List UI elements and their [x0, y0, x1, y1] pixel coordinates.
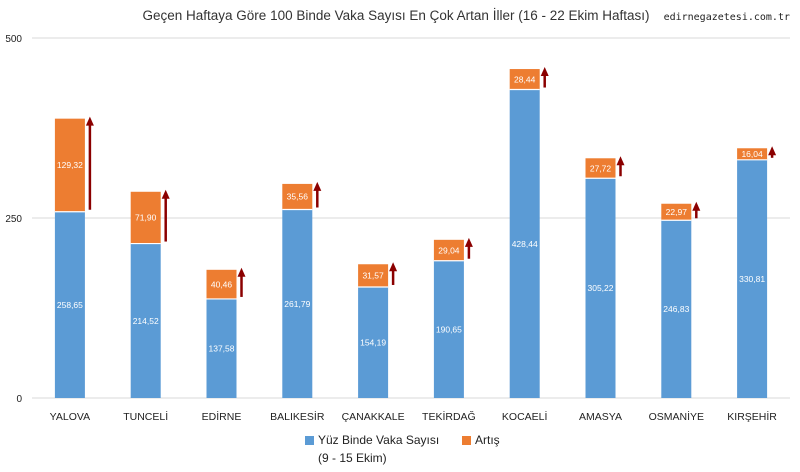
y-axis: 0 250 500 — [5, 34, 22, 405]
increase-arrow-head — [768, 146, 777, 156]
x-tick-label: BALIKESİR — [270, 410, 325, 423]
x-tick-label: EDİRNE — [202, 410, 242, 423]
increase-arrow-head — [692, 201, 701, 211]
increase-arrows — [85, 67, 777, 297]
bar-base — [509, 89, 540, 399]
data-label-base: 305,22 — [588, 283, 614, 293]
increase-arrow-head — [464, 237, 473, 247]
data-label-increase: 71,90 — [135, 213, 157, 223]
bar-increase — [585, 158, 616, 179]
bar-base — [206, 298, 237, 398]
y-tick-label: 0 — [16, 394, 22, 405]
y-tick-label: 500 — [5, 34, 22, 45]
bar-base — [358, 286, 389, 398]
data-label-increase: 22,97 — [666, 207, 688, 217]
data-labels: 258,65 129,32 214,52 71,90 137,58 40,46 261,79… — [57, 74, 765, 353]
x-tick-label: YALOVA — [50, 411, 90, 423]
data-label-base: 428,44 — [512, 239, 538, 249]
data-label-base: 154,19 — [360, 337, 386, 347]
bar-increase — [358, 264, 389, 287]
legend-label-increase: Artış — [475, 433, 500, 447]
data-label-increase: 28,44 — [514, 74, 536, 84]
bar-base — [585, 178, 616, 398]
bar-increase — [130, 191, 161, 244]
data-label-base: 246,83 — [663, 304, 689, 314]
y-tick-label: 250 — [5, 214, 22, 225]
bar-increase — [54, 118, 85, 212]
x-tick-label: TUNCELİ — [123, 410, 168, 423]
increase-arrow-head — [237, 267, 246, 277]
increase-arrow-head — [313, 181, 322, 191]
data-label-increase: 27,72 — [590, 163, 612, 173]
legend-swatch-base — [305, 436, 314, 445]
increase-arrow-head — [161, 189, 170, 199]
increase-arrow-head — [389, 262, 398, 272]
chart-title: Geçen Haftaya Göre 100 Binde Vaka Sayısı… — [143, 8, 650, 23]
bar-base — [737, 159, 768, 398]
data-label-increase: 31,57 — [362, 271, 384, 281]
bar-increase — [509, 69, 540, 90]
bar-base — [54, 211, 85, 398]
bars — [54, 69, 768, 399]
data-label-increase: 16,04 — [741, 149, 763, 159]
data-label-base: 261,79 — [284, 299, 310, 309]
bar-increase — [282, 183, 313, 210]
legend-label-base-line2: (9 - 15 Ekim) — [318, 451, 387, 465]
bar-increase — [433, 239, 464, 261]
x-tick-label: KOCAELİ — [502, 410, 548, 423]
bar-increase — [737, 148, 768, 160]
legend: Yüz Binde Vaka Sayısı (9 - 15 Ekim) Artı… — [305, 433, 500, 465]
increase-arrow-head — [85, 116, 94, 126]
data-label-increase: 29,04 — [438, 245, 460, 255]
data-label-base: 330,81 — [739, 274, 765, 284]
bar-base — [433, 260, 464, 398]
x-axis: YALOVA TUNCELİ EDİRNE BALIKESİR ÇANAKKALE TEK… — [50, 410, 778, 423]
increase-arrow-head — [616, 156, 625, 166]
data-label-base: 137,58 — [209, 343, 235, 353]
data-label-increase: 35,56 — [287, 192, 309, 202]
bar-base — [130, 243, 161, 398]
x-tick-label: ÇANAKKALE — [342, 411, 405, 423]
data-label-increase: 40,46 — [211, 279, 233, 289]
data-label-base: 214,52 — [133, 316, 159, 326]
legend-label-base-line1: Yüz Binde Vaka Sayısı — [318, 433, 439, 447]
data-label-increase: 129,32 — [57, 160, 83, 170]
legend-swatch-increase — [462, 436, 471, 445]
watermark-text: edirnegazetesi.com.tr — [664, 12, 790, 23]
x-tick-label: KIRŞEHİR — [727, 410, 777, 423]
x-tick-label: AMASYA — [579, 411, 622, 423]
bar-increase — [206, 269, 237, 299]
data-label-base: 190,65 — [436, 324, 462, 334]
increase-arrow-head — [540, 67, 549, 77]
bar-increase — [661, 203, 692, 221]
x-tick-label: OSMANİYE — [649, 410, 704, 423]
x-tick-label: TEKİRDAĞ — [422, 410, 476, 423]
bar-base — [282, 209, 313, 398]
data-label-base: 258,65 — [57, 300, 83, 310]
bar-base — [661, 220, 692, 398]
